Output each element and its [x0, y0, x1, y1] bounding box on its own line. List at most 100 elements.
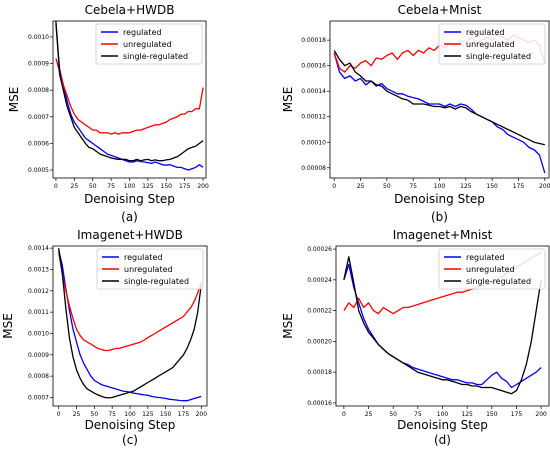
panel-title: Cebela+Mnist	[398, 3, 482, 17]
y-tick-label: 0.0014	[28, 245, 49, 252]
y-tick-label: 0.0010	[28, 330, 49, 337]
panel-label: (a)	[121, 210, 138, 224]
y-tick-label: 0.00008	[301, 165, 326, 172]
x-axis: 0 25 50 75 100 125 150 175 200	[57, 406, 207, 418]
panel-title: Imagenet+Mnist	[393, 228, 493, 242]
x-tick-label: 150	[486, 411, 498, 418]
legend: regulated unregulated single-regulated	[96, 248, 204, 290]
panel-label: (d)	[434, 433, 451, 447]
x-tick-label: 0	[332, 183, 336, 190]
x-tick-label: 100	[124, 411, 136, 418]
x-tick-label: 200	[535, 411, 547, 418]
x-tick-label: 175	[513, 183, 525, 190]
x-tick-label: 200	[539, 183, 550, 190]
x-tick-label: 175	[511, 411, 523, 418]
legend-label-regulated: regulated	[123, 28, 161, 37]
y-axis: 0.00008 0.00010 0.00012 0.00014 0.00016 0.000…	[301, 37, 330, 172]
y-tick-label: 0.00022	[307, 308, 332, 315]
series-group	[58, 248, 202, 402]
x-tick-label: 125	[142, 183, 154, 190]
x-tick-label: 50	[89, 183, 97, 190]
series-line-unregulated	[55, 58, 204, 135]
x-tick-label: 200	[196, 411, 208, 418]
series-line-single-regulated	[343, 256, 542, 395]
y-tick-label: 0.0013	[28, 266, 49, 273]
legend-label-unregulated: unregulated	[124, 265, 173, 274]
x-tick-label: 25	[71, 183, 79, 190]
series-line-regulated	[333, 52, 546, 174]
x-tick-label: 150	[161, 183, 173, 190]
panel-title: Imagenet+HWDB	[77, 228, 183, 242]
panel-4: 0 25 50 75 100 125 150 175 2000.000160.000180.00…	[281, 228, 550, 447]
y-tick-label: 0.00018	[301, 37, 326, 44]
x-tick-label: 200	[197, 183, 209, 190]
y-tick-label: 0.0012	[28, 288, 49, 295]
x-tick-label: 25	[357, 183, 365, 190]
x-tick-label: 25	[73, 411, 81, 418]
y-tick-label: 0.0009	[28, 352, 49, 359]
legend: regulated unregulated single-regulated	[438, 248, 546, 290]
series-line-single-regulated	[55, 21, 204, 162]
legend-label-single-regulated: single-regulated	[124, 277, 189, 286]
y-tick-label: 0.00016	[307, 400, 332, 407]
y-tick-label: 0.0010	[28, 34, 49, 41]
panel-label: (b)	[431, 210, 448, 224]
legend-label-regulated: regulated	[466, 253, 504, 262]
legend-label-single-regulated: single-regulated	[123, 52, 188, 61]
x-tick-label: 25	[365, 411, 373, 418]
panel-1: 0 25 50 75 100 125 150 175 200 0.0005 0.0006 0.0007…	[7, 3, 209, 224]
x-tick-label: 100	[124, 183, 136, 190]
y-axis: 0.0005 0.0006 0.0007 0.0008 0.0009 0.0010	[28, 34, 53, 174]
series-line-single-regulated	[333, 50, 545, 146]
x-tick-label: 175	[179, 183, 191, 190]
y-tick-label: 0.00024	[307, 277, 332, 284]
legend-box	[95, 23, 203, 65]
panel-label: (c)	[122, 433, 138, 447]
x-tick-label: 0	[57, 411, 61, 418]
x-tick-label: 125	[460, 183, 472, 190]
y-tick-label: 0.00016	[301, 63, 326, 70]
x-tick-label: 175	[178, 411, 190, 418]
legend-label-unregulated: unregulated	[466, 265, 515, 274]
y-tick-label: 0.0007	[28, 114, 49, 121]
x-tick-label: 50	[91, 411, 99, 418]
y-axis: 0.0007 0.0008 0.0009 0.0010 0.0011 0.0012 0.00…	[28, 245, 53, 401]
x-tick-label: 50	[389, 411, 397, 418]
panel-3: 0 25 50 75 100 125 150 175 200 0.0007 0.0008 0.0009…	[1, 228, 208, 447]
legend-label-regulated: regulated	[466, 28, 504, 37]
panel-2: 0 25 50 75 100 125 150 175 2000.000080.000100.00…	[281, 3, 550, 224]
y-tick-label: 0.0009	[28, 61, 49, 68]
y-tick-label: 0.0006	[28, 140, 49, 147]
y-axis-title: MSE	[281, 313, 295, 339]
y-tick-label: 0.00010	[301, 139, 326, 146]
x-axis-title: Denoising Step	[84, 192, 175, 206]
y-tick-label: 0.0008	[28, 373, 49, 380]
y-tick-label: 0.0005	[28, 167, 49, 174]
legend: regulated unregulated single-regulated	[95, 23, 203, 65]
x-axis-title: Denoising Step	[397, 418, 488, 432]
y-tick-label: 0.00018	[307, 369, 332, 376]
x-tick-label: 0	[342, 411, 346, 418]
legend-box	[438, 248, 546, 290]
y-axis-title: MSE	[1, 313, 15, 339]
x-tick-label: 50	[383, 183, 391, 190]
x-tick-label: 75	[107, 183, 115, 190]
x-tick-label: 125	[142, 411, 154, 418]
legend-label-regulated: regulated	[124, 253, 162, 262]
legend-label-single-regulated: single-regulated	[466, 52, 531, 61]
x-tick-label: 100	[434, 183, 446, 190]
panel-title: Cebela+HWDB	[85, 3, 175, 17]
x-tick-label: 75	[108, 411, 116, 418]
x-tick-label: 75	[409, 183, 417, 190]
y-tick-label: 0.00026	[307, 246, 332, 253]
y-tick-label: 0.0007	[28, 394, 49, 401]
x-tick-label: 100	[437, 411, 449, 418]
legend-box	[96, 248, 204, 290]
x-axis: 0 25 50 75 100 125 150 175 200	[342, 406, 547, 418]
series-line-single-regulated	[58, 248, 202, 399]
y-tick-label: 0.00012	[301, 114, 326, 121]
legend-label-single-regulated: single-regulated	[466, 277, 531, 286]
x-tick-label: 125	[461, 411, 473, 418]
x-axis: 0 25 50 75 100 125 150 175 200	[54, 178, 209, 190]
